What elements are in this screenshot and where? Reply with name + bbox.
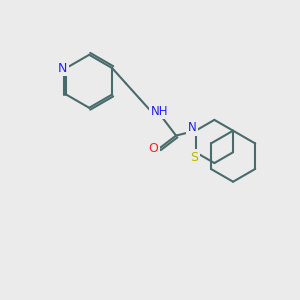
Text: O: O — [148, 142, 158, 155]
Text: N: N — [58, 61, 67, 74]
Text: S: S — [190, 151, 198, 164]
Text: NH: NH — [151, 105, 168, 118]
Text: N: N — [188, 121, 196, 134]
